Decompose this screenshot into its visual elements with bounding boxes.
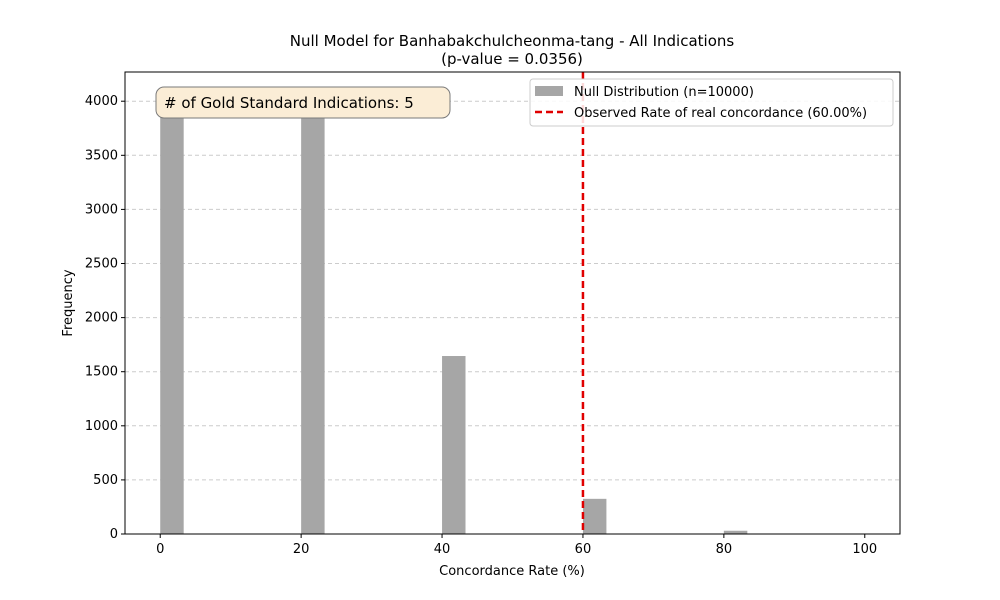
x-tick-label: 20 — [293, 542, 310, 557]
plot-frame — [124, 71, 901, 535]
y-tick-label: 2500 — [85, 257, 118, 272]
legend-null-label: Null Distribution (n=10000) — [574, 85, 754, 100]
legend-null-swatch — [535, 86, 563, 96]
y-tick-label: 1000 — [85, 419, 118, 434]
y-axis-label: Frequency — [61, 269, 76, 336]
x-axis-label: Concordance Rate (%) — [439, 564, 585, 579]
x-tick-label: 0 — [156, 542, 164, 557]
annotation-text: # of Gold Standard Indications: 5 — [164, 94, 414, 112]
y-tick-label: 4000 — [85, 94, 118, 109]
y-tick-label: 0 — [110, 527, 118, 542]
y-tick-label: 1500 — [85, 365, 118, 380]
y-axis-ticks: 0 500 1000 1500 2000 2500 3000 3500 4000 — [85, 94, 125, 542]
histogram-bar — [582, 498, 607, 534]
y-tick-label: 500 — [93, 473, 118, 488]
chart-title: Null Model for Banhabakchulcheonma-tang … — [290, 32, 735, 50]
x-tick-label: 40 — [434, 542, 451, 557]
y-tick-label: 3000 — [85, 202, 118, 217]
histogram-bar — [442, 356, 466, 534]
legend-observed-label: Observed Rate of real concordance (60.00… — [574, 106, 867, 121]
histogram-bar — [723, 530, 748, 534]
x-axis-ticks: 0 20 40 60 80 100 — [156, 534, 877, 557]
histogram-bar — [160, 107, 184, 534]
x-tick-label: 80 — [716, 542, 733, 557]
annotation-box: # of Gold Standard Indications: 5 — [155, 86, 451, 119]
y-tick-label: 2000 — [85, 311, 118, 326]
x-tick-label: 100 — [852, 542, 877, 557]
y-tick-label: 3500 — [85, 148, 118, 163]
x-tick-label: 60 — [575, 542, 592, 557]
grid-lines — [125, 100, 900, 535]
histogram-bar — [301, 94, 325, 534]
legend: Null Distribution (n=10000) Observed Rat… — [529, 78, 894, 127]
chart-subtitle: (p-value = 0.0356) — [441, 50, 583, 68]
bars-group — [160, 94, 748, 534]
legend-frame — [529, 78, 894, 127]
